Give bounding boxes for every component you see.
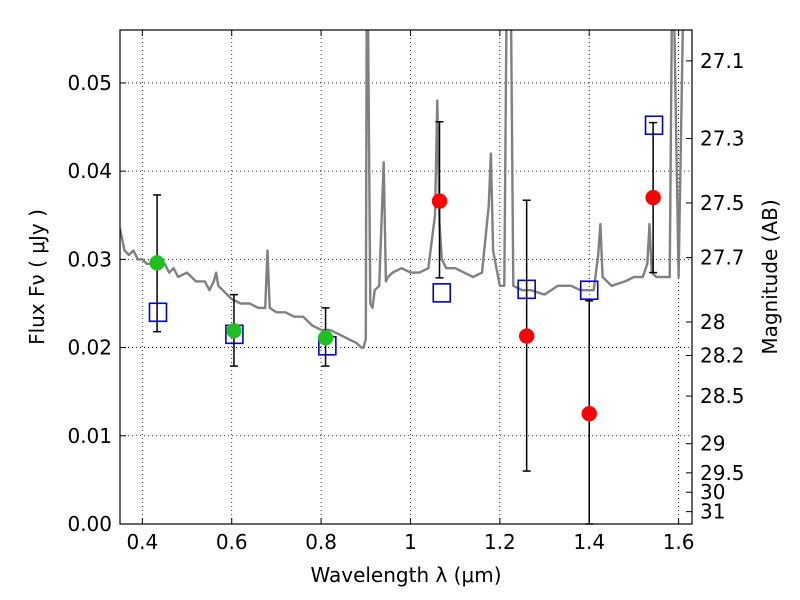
y-tick-label: 0.05 bbox=[67, 71, 112, 95]
right-tick-label: 27.5 bbox=[700, 191, 745, 215]
y-axis-right-label: Magnitude (AB) bbox=[758, 199, 782, 354]
ticks: 0.4 0.6 0.8 1 1.2 1.4 1.6 0.00 0.01 0.02 0.03 0.04 0… bbox=[67, 30, 745, 554]
right-tick-label: 29 bbox=[700, 432, 725, 456]
observed-flux-point bbox=[518, 328, 535, 344]
sed-model-line bbox=[120, 30, 685, 349]
markers bbox=[148, 115, 664, 525]
right-tick-label: 29.5 bbox=[700, 461, 745, 485]
right-tick-label: 28 bbox=[700, 310, 725, 334]
x-tick-label: 0.8 bbox=[305, 530, 337, 554]
right-tick-label: 30 bbox=[700, 480, 725, 504]
model-flux-square bbox=[432, 283, 452, 303]
y-tick-label: 0.04 bbox=[67, 159, 112, 183]
observed-flux-point bbox=[581, 405, 597, 422]
right-tick-label: 27.3 bbox=[700, 127, 745, 151]
observed-flux-point bbox=[645, 189, 661, 206]
observed-flux-point bbox=[431, 193, 448, 209]
right-tick-label: 28.5 bbox=[700, 384, 745, 408]
model-flux-square bbox=[644, 115, 664, 136]
y-tick-label: 0.01 bbox=[67, 424, 112, 448]
x-tick-label: 1 bbox=[404, 530, 417, 554]
plot-area bbox=[120, 30, 685, 349]
observed-flux-point bbox=[226, 323, 242, 339]
plot-frame bbox=[119, 29, 693, 525]
x-tick-label: 1.6 bbox=[663, 530, 695, 554]
right-tick-label: 31 bbox=[700, 500, 725, 524]
y-tick-label: 0.03 bbox=[67, 247, 112, 271]
x-tick-label: 0.6 bbox=[216, 530, 248, 554]
right-tick-label: 27.1 bbox=[700, 49, 745, 73]
x-tick-label: 1.4 bbox=[573, 530, 605, 554]
y-tick-label: 0.00 bbox=[67, 512, 112, 536]
x-tick-label: 0.4 bbox=[126, 530, 158, 554]
x-tick-label: 1.2 bbox=[484, 530, 516, 554]
right-tick-label: 28.2 bbox=[700, 344, 745, 368]
grid bbox=[120, 30, 692, 524]
y-tick-label: 0.02 bbox=[67, 336, 112, 360]
x-axis-label: Wavelength λ (μm) bbox=[310, 563, 501, 587]
observed-flux-point bbox=[317, 330, 334, 346]
model-flux-square bbox=[579, 280, 599, 301]
right-tick-label: 27.7 bbox=[700, 246, 745, 270]
observed-flux-point bbox=[149, 255, 165, 271]
y-axis-label: Flux Fν ( μJy ) bbox=[25, 209, 49, 345]
model-flux-square bbox=[148, 302, 168, 323]
